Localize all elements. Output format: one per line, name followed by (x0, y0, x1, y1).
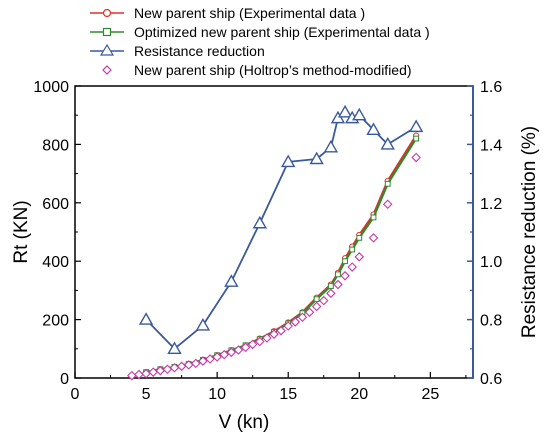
series-2 (138, 104, 424, 354)
data-point (255, 336, 265, 347)
legend-label: New parent ship (Holtrop’s method-modifi… (134, 62, 412, 78)
data-point (347, 262, 357, 272)
legend-item: New parent ship (Experimental data ) (90, 5, 365, 21)
data-point (240, 342, 251, 353)
legend-marker (102, 27, 112, 37)
legend: New parent ship (Experimental data ) Opt… (90, 5, 430, 78)
axis-ticks (74, 85, 473, 379)
data-point (176, 361, 187, 372)
y-tick-label-right: 1.6 (480, 79, 502, 96)
legend-item: Optimized new parent ship (Experimental … (90, 24, 430, 40)
data-point (335, 271, 341, 278)
data-point (408, 119, 424, 133)
data-point (138, 312, 154, 325)
data-point (162, 364, 173, 375)
x-tick-label: 20 (350, 386, 368, 403)
x-tick-label: 15 (279, 386, 297, 403)
series-line (145, 135, 418, 374)
legend-label: New parent ship (Experimental data ) (134, 5, 365, 21)
data-point (212, 352, 222, 362)
y-axis-title-right: Resistance reduction (%) (519, 126, 540, 338)
series-0 (142, 132, 420, 376)
data-point (413, 135, 420, 142)
data-point (191, 358, 201, 369)
data-point (370, 214, 377, 221)
data-point (167, 341, 182, 354)
data-point (354, 252, 365, 262)
y-tick-label-right: 0.8 (480, 313, 502, 330)
y-tick-label-right: 1.0 (480, 254, 502, 271)
data-point (297, 312, 308, 323)
data-point (219, 349, 230, 360)
series-1 (143, 135, 420, 376)
data-point (313, 296, 320, 303)
data-point (283, 321, 293, 331)
data-point (349, 246, 356, 253)
data-point (304, 307, 315, 318)
y-tick-label-right: 0.6 (480, 371, 502, 388)
data-point (311, 301, 322, 312)
x-tick-label: 5 (142, 386, 151, 403)
data-point (384, 180, 391, 187)
data-point (318, 295, 329, 306)
x-tick-label: 25 (421, 386, 439, 403)
y-tick-label-left: 800 (42, 137, 69, 154)
series-3 (127, 152, 421, 381)
data-point (247, 339, 258, 350)
y-tick-label-left: 0 (60, 371, 69, 388)
data-point (276, 325, 286, 336)
legend-label: Optimized new parent ship (Experimental … (134, 24, 430, 40)
data-point (281, 154, 296, 168)
data-point (366, 122, 381, 136)
y-tick-label-left: 600 (42, 196, 69, 213)
data-point (337, 104, 353, 118)
data-point (290, 317, 301, 327)
legend-label: Resistance reduction (134, 43, 265, 59)
data-point (262, 333, 272, 343)
y-tick-label-left: 400 (42, 254, 69, 271)
data-point (198, 356, 208, 366)
legend-marker (102, 8, 112, 18)
series-layer (127, 104, 424, 381)
data-point (342, 258, 348, 265)
x-axis-title: V (kn) (219, 412, 270, 433)
data-point (326, 288, 336, 299)
legend-item: Resistance reduction (90, 43, 265, 59)
data-point (368, 233, 379, 243)
x-tick-label: 0 (71, 386, 80, 403)
axis-tick-labels: 0 5 10 15 20 25 0 200 400 600 800 1000 0.6 0.8 1.0 1.2 1… (33, 79, 502, 403)
y-tick-label-left: 1000 (33, 79, 69, 96)
data-point (224, 274, 239, 287)
series-line (145, 138, 418, 374)
series-line (145, 111, 417, 350)
data-point (340, 271, 350, 281)
data-point (309, 151, 324, 165)
data-point (252, 215, 267, 229)
data-point (134, 369, 144, 380)
data-point (233, 345, 244, 355)
y-tick-label-right: 1.2 (480, 196, 502, 213)
data-point (356, 234, 363, 241)
legend-marker (99, 43, 115, 56)
data-point (327, 283, 334, 289)
data-point (380, 136, 395, 150)
y-tick-label-right: 1.4 (480, 137, 502, 154)
y-tick-label-left: 200 (42, 313, 69, 330)
data-point (333, 279, 343, 290)
data-point (411, 152, 421, 163)
data-point (195, 318, 211, 331)
data-point (226, 347, 237, 358)
data-point (323, 139, 339, 153)
data-point (352, 107, 367, 121)
data-point (382, 199, 393, 210)
legend-marker (102, 65, 112, 75)
data-point (205, 354, 215, 364)
x-tick-label: 10 (208, 386, 226, 403)
data-point (269, 329, 279, 339)
y-axis-title-left: Rt (KN) (11, 200, 32, 263)
legend-item: New parent ship (Holtrop’s method-modifi… (102, 62, 412, 78)
